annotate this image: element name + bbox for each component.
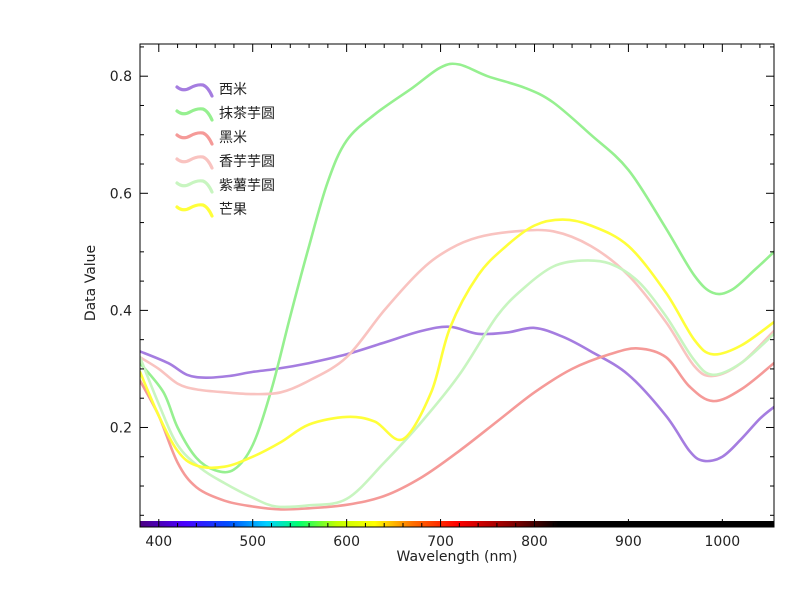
y-tick-label: 0.4 bbox=[110, 303, 132, 319]
y-tick-label: 0.2 bbox=[110, 420, 132, 436]
series-layer bbox=[140, 62, 774, 511]
x-tick-label: 600 bbox=[333, 534, 360, 550]
x-tick-label: 900 bbox=[615, 534, 642, 550]
y-tick-label: 0.8 bbox=[110, 69, 132, 85]
legend-label: 西米 bbox=[219, 82, 247, 98]
legend-label: 芒果 bbox=[219, 202, 247, 218]
series-line-2 bbox=[140, 62, 774, 474]
legend-item: 黑米 bbox=[175, 130, 247, 146]
legend-swatch bbox=[175, 155, 214, 170]
series-line-5 bbox=[140, 259, 774, 509]
legend-item: 西米 bbox=[175, 82, 247, 98]
series-line-1 bbox=[140, 325, 774, 463]
legend-item: 芒果 bbox=[175, 202, 247, 218]
legend-item: 紫薯芋圆 bbox=[175, 178, 275, 194]
series-line-4 bbox=[140, 228, 774, 396]
y-axis-label: Data Value bbox=[83, 245, 99, 321]
legend-swatch bbox=[175, 83, 214, 98]
y-tick-label: 0.6 bbox=[110, 186, 132, 202]
legend-item: 抹茶芋圆 bbox=[175, 106, 275, 122]
x-tick-label: 500 bbox=[239, 534, 266, 550]
series-line-6 bbox=[140, 218, 774, 469]
legend-swatch bbox=[175, 203, 214, 218]
legend-label: 抹茶芋圆 bbox=[219, 106, 275, 122]
legend-label: 香芋芋圆 bbox=[219, 154, 275, 170]
plot-frame bbox=[139, 43, 775, 528]
legend-label: 紫薯芋圆 bbox=[219, 178, 275, 194]
series-line-3 bbox=[140, 347, 774, 511]
x-tick-label: 800 bbox=[521, 534, 548, 550]
x-tick-label: 1000 bbox=[705, 534, 741, 550]
spectrum-bar bbox=[140, 521, 774, 527]
x-tick-label: 700 bbox=[427, 534, 454, 550]
legend-swatch bbox=[175, 107, 214, 122]
legend-label: 黑米 bbox=[219, 130, 247, 146]
axis-layer: 400 500 600 700 800 900 1000 0.2 0.4 0.6 0.8 bbox=[110, 44, 774, 550]
legend-swatch bbox=[175, 179, 214, 194]
x-axis-label: Wavelength (nm) bbox=[397, 549, 518, 565]
legend-swatch bbox=[175, 131, 214, 146]
x-tick-label: 400 bbox=[145, 534, 172, 550]
legend-item: 香芋芋圆 bbox=[175, 154, 275, 170]
